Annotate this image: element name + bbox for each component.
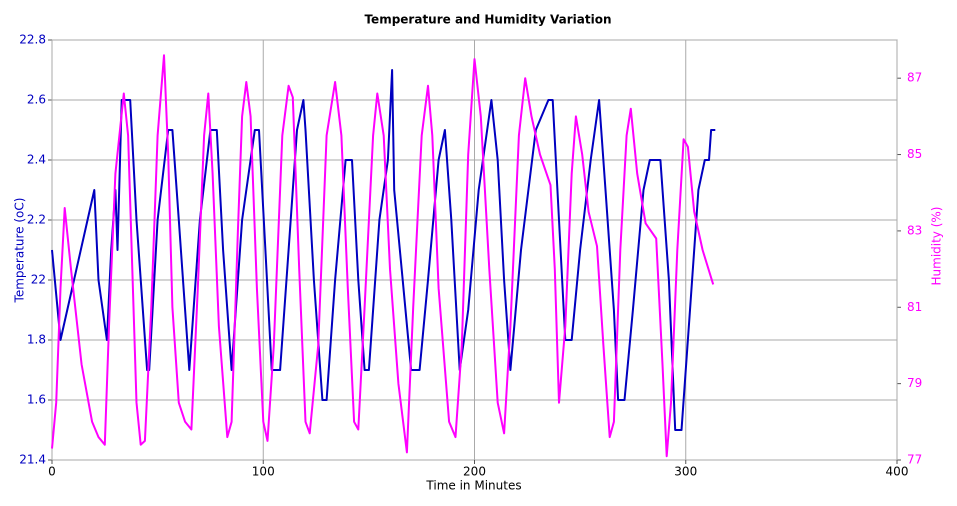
y-axis-label: Temperature (oC) <box>13 198 27 304</box>
y-tick-label: 2.2 <box>27 213 46 227</box>
y-tick-label: 2.6 <box>27 93 46 107</box>
y2-tick-label: 81 <box>907 300 922 314</box>
y-tick-label: 22.8 <box>19 33 46 47</box>
y-tick-label: 2.4 <box>27 153 46 167</box>
y2-tick-label: 87 <box>907 71 922 85</box>
y2-tick-label: 85 <box>907 147 922 161</box>
y2-tick-label: 79 <box>907 376 922 390</box>
data-line <box>51 54 715 458</box>
y-tick-label: 22 <box>31 273 46 287</box>
y-tick-label: 1.6 <box>27 393 46 407</box>
x-tick-label: 400 <box>886 465 909 479</box>
y-tick-label: 21.4 <box>19 453 46 467</box>
y2-tick-label: 77 <box>907 453 922 467</box>
x-tick-label: 300 <box>674 465 697 479</box>
x-axis-label: Time in Minutes <box>425 479 521 493</box>
x-tick-label: 100 <box>252 465 275 479</box>
y-tick-label: 1.8 <box>27 333 46 347</box>
y2-tick-label: 83 <box>907 223 922 237</box>
y2-axis-label: Humidity (%) <box>930 207 944 286</box>
chart-title: Temperature and Humidity Variation <box>364 13 611 27</box>
x-tick-label: 200 <box>463 465 486 479</box>
x-tick-label: 0 <box>48 465 56 479</box>
